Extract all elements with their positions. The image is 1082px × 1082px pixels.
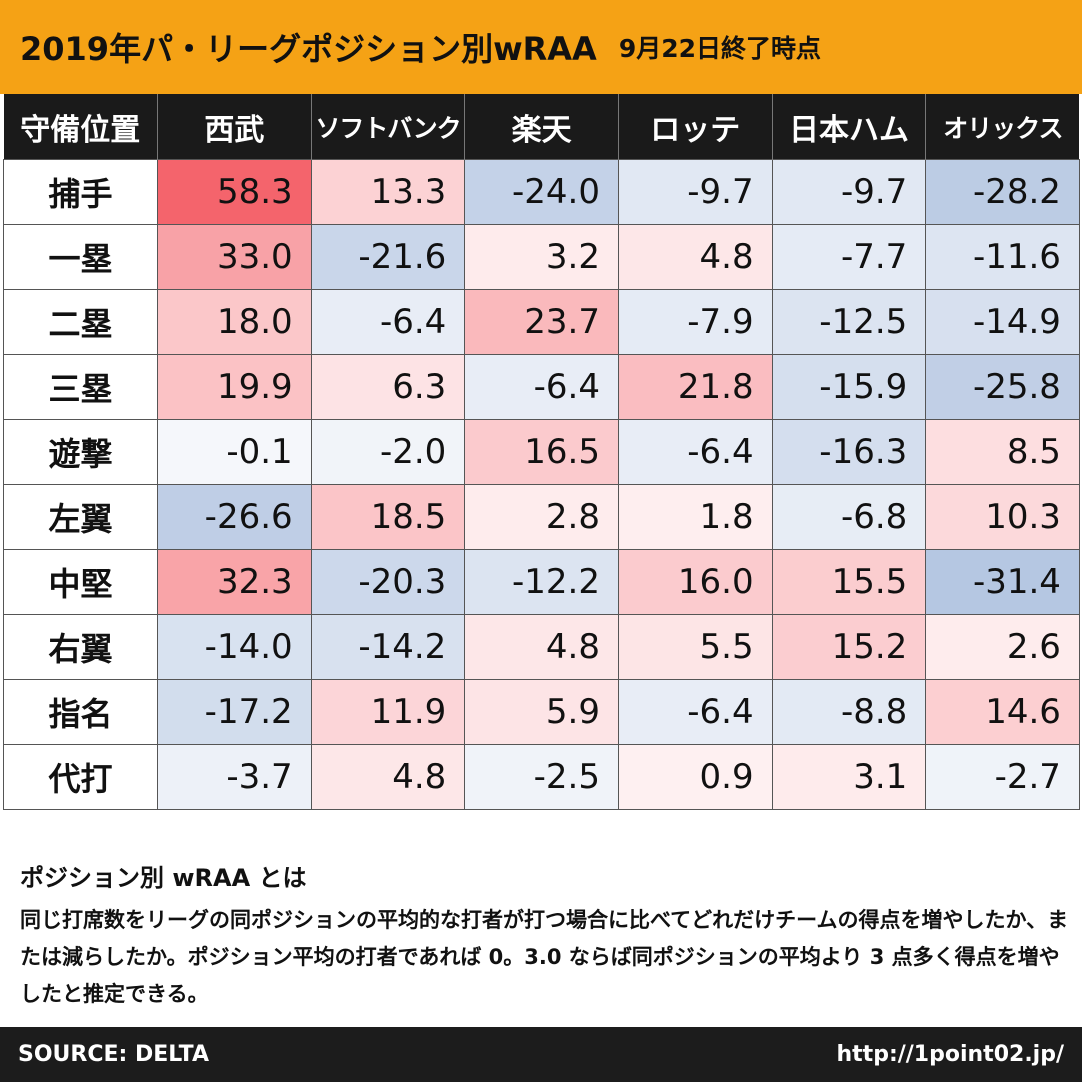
position-label: 中堅 — [3, 549, 158, 615]
position-label: 左翼 — [3, 484, 158, 550]
wraa-cell: -7.7 — [771, 224, 927, 290]
wraa-cell: 32.3 — [157, 549, 312, 615]
wraa-cell: -28.2 — [925, 159, 1080, 225]
wraa-cell: 3.2 — [464, 224, 619, 290]
source-label: SOURCE: DELTA — [18, 1042, 209, 1067]
site-url: http://1point02.jp/ — [836, 1042, 1065, 1067]
wraa-cell: -24.0 — [464, 159, 619, 225]
wraa-cell: -9.7 — [771, 159, 927, 225]
wraa-cell: -14.0 — [157, 614, 312, 680]
wraa-cell: -16.3 — [771, 419, 927, 485]
chart-title: 2019年パ・リーグポジション別wRAA — [20, 30, 597, 68]
wraa-cell: 5.5 — [617, 614, 773, 680]
wraa-cell: 11.9 — [310, 679, 466, 745]
wraa-cell: -20.3 — [310, 549, 466, 615]
position-label: 右翼 — [3, 614, 158, 680]
wraa-cell: -8.8 — [771, 679, 927, 745]
position-label: 指名 — [3, 679, 158, 745]
wraa-cell: -31.4 — [925, 549, 1080, 615]
corner-header: 守備位置 — [3, 94, 158, 160]
wraa-table: 守備位置 西武 ソフトバンク 楽天 ロッテ 日本ハム オリックス 捕手 58.3 1… — [3, 94, 1080, 810]
wraa-cell: 16.5 — [464, 419, 619, 485]
wraa-cell: -26.6 — [157, 484, 312, 550]
position-label: 捕手 — [3, 159, 158, 225]
wraa-cell: 2.6 — [925, 614, 1080, 680]
wraa-cell: 14.6 — [925, 679, 1080, 745]
wraa-cell: 33.0 — [157, 224, 312, 290]
wraa-cell: 8.5 — [925, 419, 1080, 485]
chart-subtitle: 9月22日終了時点 — [618, 34, 821, 63]
wraa-cell: -3.7 — [157, 744, 312, 810]
wraa-cell: -6.4 — [617, 679, 773, 745]
wraa-cell: -6.4 — [617, 419, 773, 485]
wraa-cell: 0.9 — [617, 744, 773, 810]
team-header: ソフトバンク — [310, 94, 465, 160]
wraa-cell: -12.5 — [771, 289, 927, 355]
wraa-cell: 19.9 — [157, 354, 312, 420]
position-label: 二塁 — [3, 289, 158, 355]
title-bar: 2019年パ・リーグポジション別wRAA 9月22日終了時点 — [0, 0, 1082, 94]
wraa-cell: -6.8 — [771, 484, 927, 550]
wraa-cell: -25.8 — [925, 354, 1080, 420]
wraa-cell: -9.7 — [617, 159, 773, 225]
wraa-cell: -2.7 — [925, 744, 1080, 810]
wraa-cell: 15.5 — [771, 549, 927, 615]
table-row: 代打 -3.7 4.8 -2.5 0.9 3.1 -2.7 — [3, 744, 1080, 810]
table-body: 捕手 58.3 13.3 -24.0 -9.7 -9.7 -28.2 一塁 33.0 -21.6 3… — [3, 159, 1080, 810]
wraa-cell: 6.3 — [310, 354, 466, 420]
wraa-cell: 21.8 — [617, 354, 773, 420]
position-label: 遊撃 — [3, 419, 158, 485]
table-row: 左翼 -26.6 18.5 2.8 1.8 -6.8 10.3 — [3, 484, 1080, 550]
wraa-cell: 3.1 — [771, 744, 927, 810]
note-title: ポジション別 wRAA とは — [20, 864, 307, 892]
wraa-cell: -7.9 — [617, 289, 773, 355]
note-body: 同じ打席数をリーグの同ポジションの平均的な打者が打つ場合に比べてどれだけチームの… — [20, 908, 1069, 1006]
wraa-cell: 5.9 — [464, 679, 619, 745]
table-row: 指名 -17.2 11.9 5.9 -6.4 -8.8 14.6 — [3, 679, 1080, 745]
wraa-cell: 4.8 — [310, 744, 466, 810]
wraa-cell: -2.0 — [310, 419, 466, 485]
wraa-cell: 16.0 — [617, 549, 773, 615]
wraa-cell: -11.6 — [925, 224, 1080, 290]
wraa-cell: -6.4 — [310, 289, 466, 355]
team-header: オリックス — [925, 94, 1080, 160]
team-header: 日本ハム — [771, 94, 926, 160]
wraa-cell: -2.5 — [464, 744, 619, 810]
table-row: 一塁 33.0 -21.6 3.2 4.8 -7.7 -11.6 — [3, 224, 1080, 290]
wraa-cell: -15.9 — [771, 354, 927, 420]
wraa-cell: 4.8 — [617, 224, 773, 290]
table-row: 遊撃 -0.1 -2.0 16.5 -6.4 -16.3 8.5 — [3, 419, 1080, 485]
wraa-cell: 2.8 — [464, 484, 619, 550]
wraa-cell: -17.2 — [157, 679, 312, 745]
wraa-cell: 1.8 — [617, 484, 773, 550]
wraa-cell: -12.2 — [464, 549, 619, 615]
position-label: 代打 — [3, 744, 158, 810]
header-row: 守備位置 西武 ソフトバンク 楽天 ロッテ 日本ハム オリックス — [3, 94, 1080, 160]
wraa-cell: 18.0 — [157, 289, 312, 355]
team-header: 楽天 — [464, 94, 619, 160]
position-label: 一塁 — [3, 224, 158, 290]
wraa-cell: 4.8 — [464, 614, 619, 680]
wraa-cell: 10.3 — [925, 484, 1080, 550]
wraa-cell: 15.2 — [771, 614, 927, 680]
wraa-cell: 58.3 — [157, 159, 312, 225]
table-row: 右翼 -14.0 -14.2 4.8 5.5 15.2 2.6 — [3, 614, 1080, 680]
footer: SOURCE: DELTA http://1point02.jp/ — [0, 1027, 1082, 1082]
wraa-cell: 18.5 — [310, 484, 466, 550]
position-label: 三塁 — [3, 354, 158, 420]
wraa-cell: 23.7 — [464, 289, 619, 355]
wraa-cell: 13.3 — [310, 159, 466, 225]
wraa-cell: -6.4 — [464, 354, 619, 420]
table-row: 二塁 18.0 -6.4 23.7 -7.9 -12.5 -14.9 — [3, 289, 1080, 355]
team-header: 西武 — [157, 94, 312, 160]
wraa-cell: -0.1 — [157, 419, 312, 485]
table-row: 捕手 58.3 13.3 -24.0 -9.7 -9.7 -28.2 — [3, 159, 1080, 225]
table-row: 三塁 19.9 6.3 -6.4 21.8 -15.9 -25.8 — [3, 354, 1080, 420]
wraa-cell: -14.2 — [310, 614, 466, 680]
wraa-cell: -14.9 — [925, 289, 1080, 355]
team-header: ロッテ — [617, 94, 773, 160]
table-row: 中堅 32.3 -20.3 -12.2 16.0 15.5 -31.4 — [3, 549, 1080, 615]
wraa-cell: -21.6 — [310, 224, 466, 290]
